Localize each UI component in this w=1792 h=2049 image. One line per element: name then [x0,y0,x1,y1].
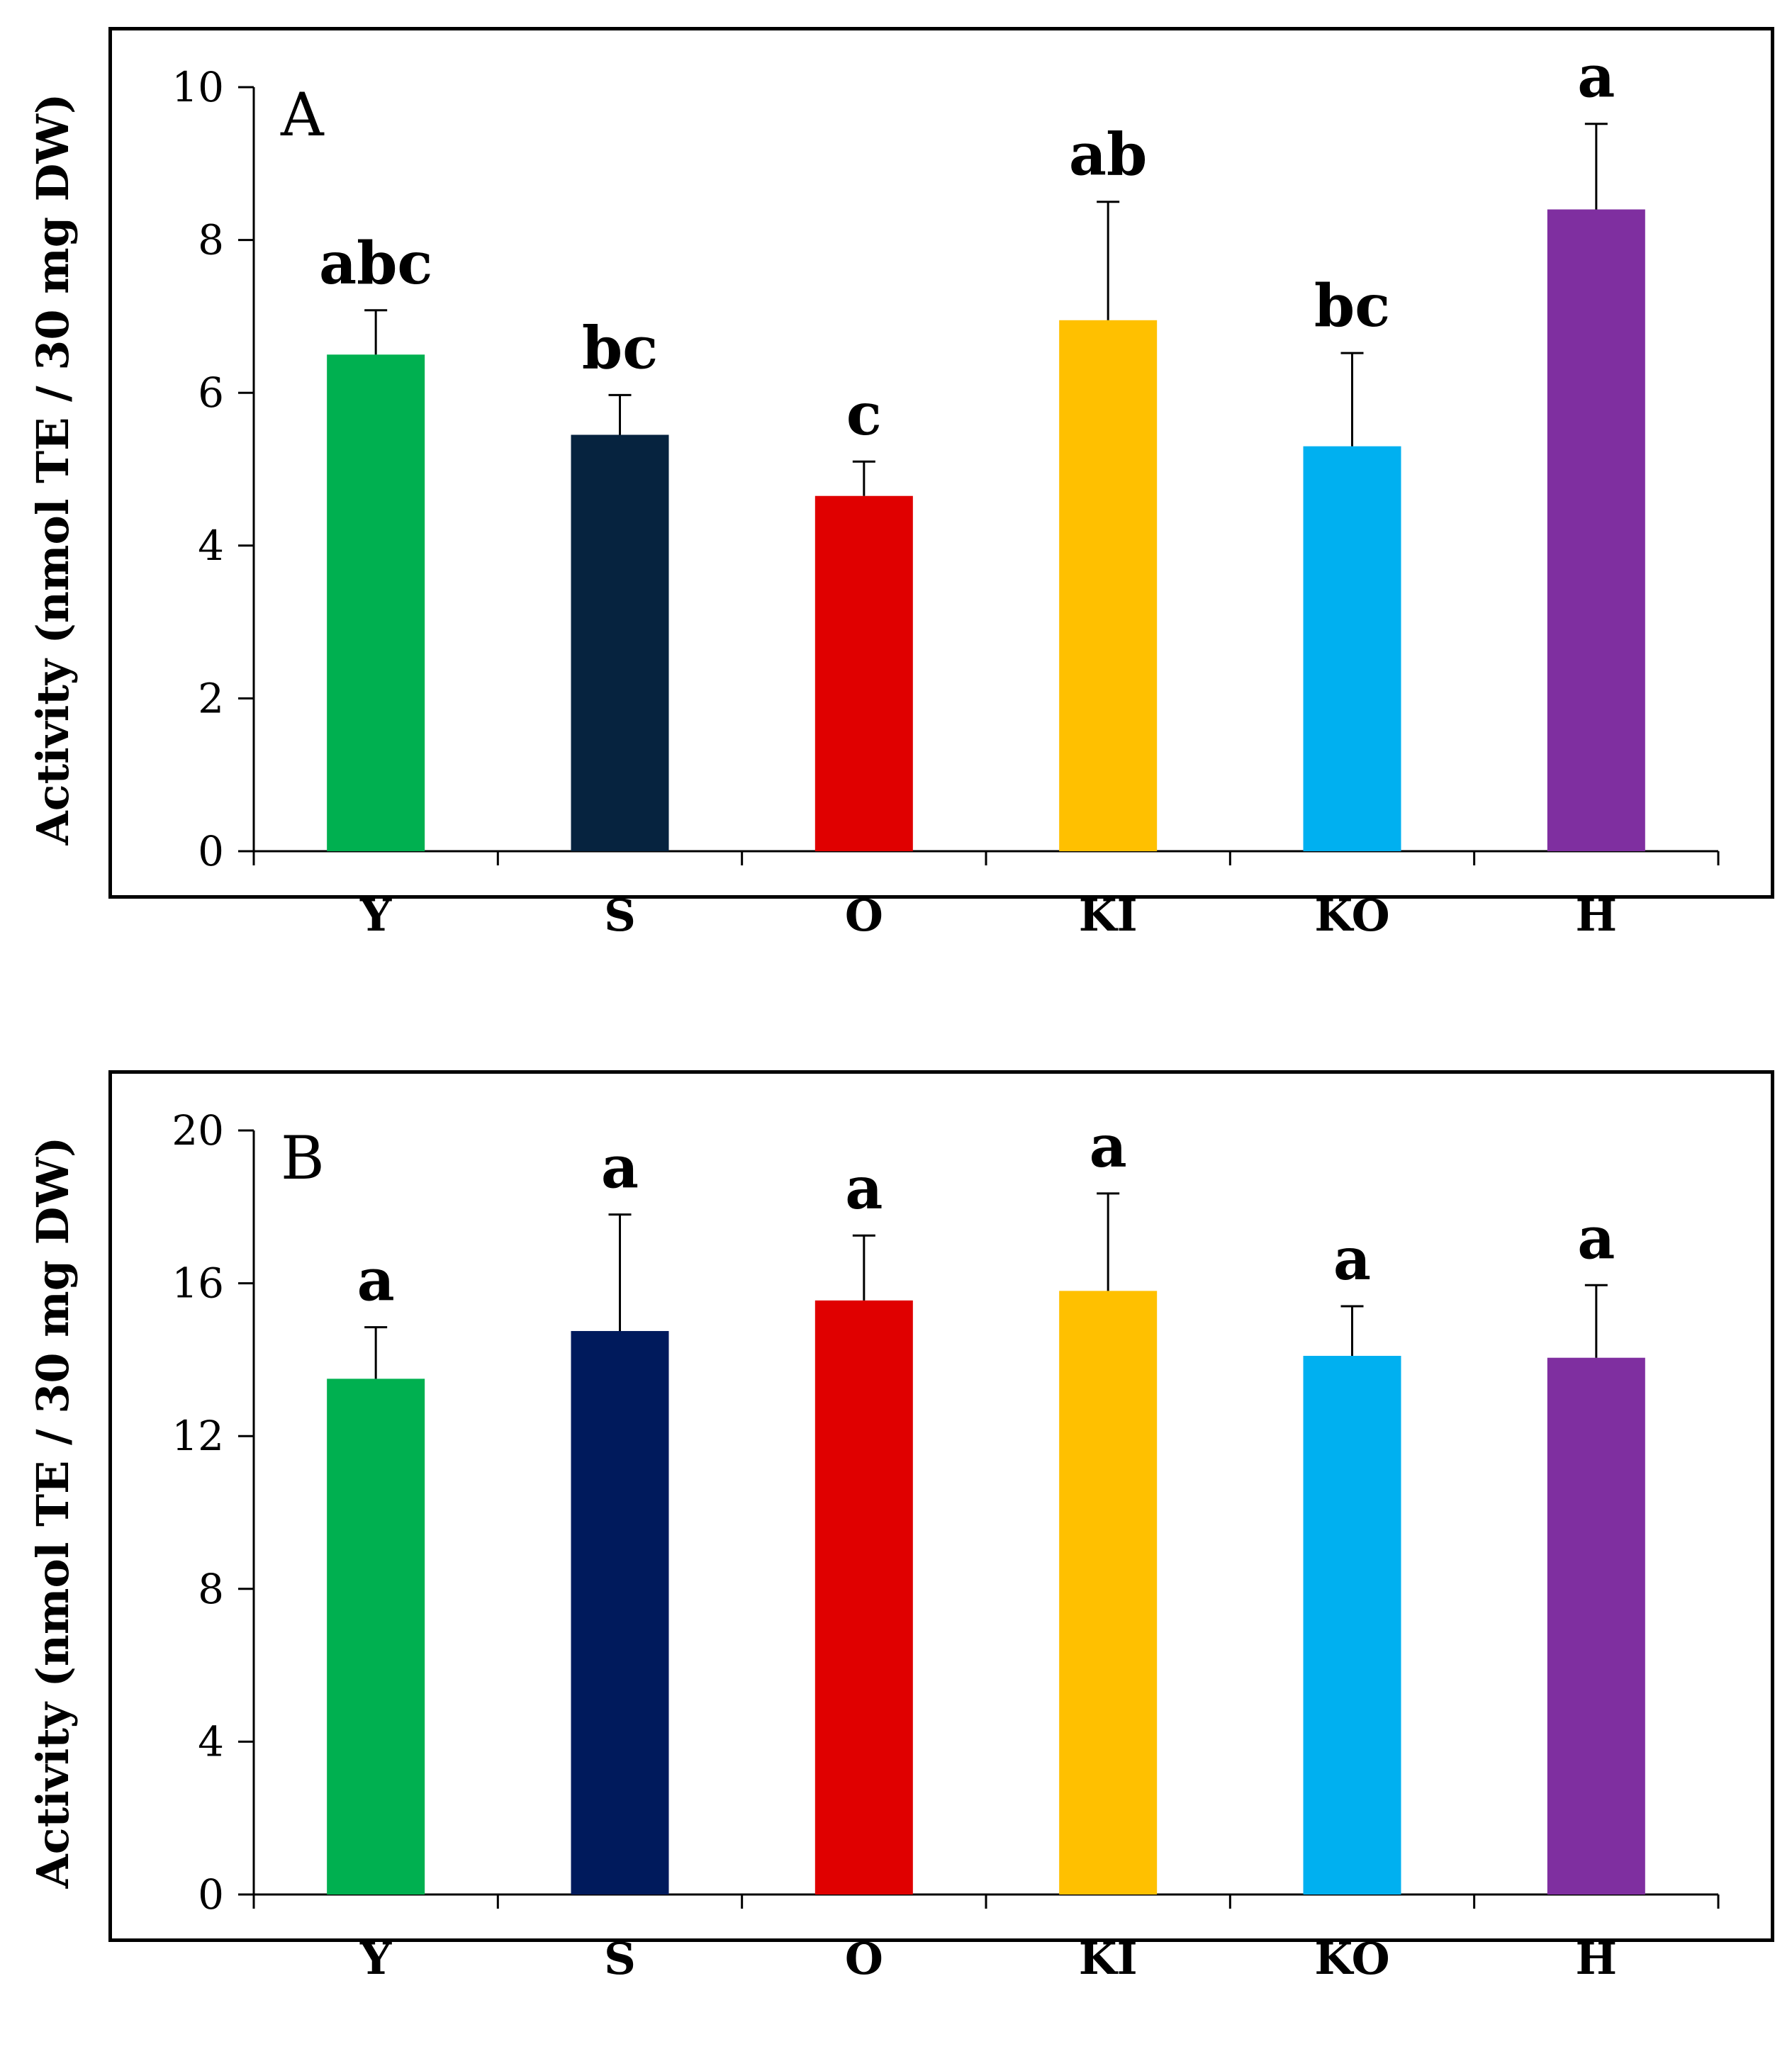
bar-ko [1303,1356,1401,1894]
bar-h [1547,209,1645,851]
bar-ki [1059,320,1158,851]
bar-y [327,354,425,851]
bar-chart-b: Activity (nmol TE / 30 mg DW) B 0 4 8 12 16 20 a… [27,1106,1720,1985]
x-tick-label-y: Y [359,889,392,941]
chart-panel-b: Activity (nmol TE / 30 mg DW) B 0 4 8 12 16 20 a… [27,1070,1774,1985]
y-tick-label: 16 [172,1259,224,1308]
significance-label-h: a [1577,1204,1615,1272]
y-tick-label: 10 [172,63,224,111]
x-tick-label-s: S [604,889,636,941]
x-tick-label-y: Y [359,1933,392,1985]
y-tick-label: 12 [172,1412,224,1460]
panel-letter: B [281,1123,325,1193]
y-tick-label: 0 [198,1870,224,1919]
significance-label-o: c [846,381,882,449]
x-tick-label-h: H [1576,1933,1618,1985]
y-tick-label: 8 [198,1565,224,1613]
significance-label-h: a [1577,43,1615,111]
x-tick-label-ko: KO [1314,889,1389,941]
x-tick-label-s: S [604,1933,636,1985]
bar-ki [1059,1291,1158,1894]
y-tick-label: 0 [198,827,224,875]
y-tick-label: 2 [198,674,224,722]
bar-s [571,1330,669,1894]
bar-s [571,434,669,851]
panel-letter: A [280,80,325,150]
significance-label-y: abc [319,230,432,298]
significance-label-ko: a [1333,1225,1371,1293]
bar-o [814,495,913,851]
y-axis-title: Activity (nmol TE / 30 mg DW) [27,1137,79,1890]
y-tick-label: 4 [198,522,224,570]
y-tick-label: 20 [172,1106,224,1155]
chart-panel-a: Activity (nmol TE / 30 mg DW) A 0 2 4 6 8 10 abc… [27,27,1774,941]
y-tick-label: 6 [198,369,224,417]
bar-h [1547,1357,1645,1894]
y-tick-label: 4 [198,1717,224,1765]
y-tick-label: 8 [198,216,224,264]
x-tick-label-ko: KO [1314,1933,1389,1985]
significance-label-s: a [601,1134,639,1202]
x-tick-label-ki: KI [1079,1933,1138,1985]
significance-label-s: bc [582,314,658,382]
significance-label-ki: ab [1069,121,1147,189]
x-tick-label-o: O [845,889,883,941]
y-axis-title: Activity (nmol TE / 30 mg DW) [27,94,79,846]
significance-label-ko: bc [1314,272,1390,340]
significance-label-ki: a [1090,1113,1127,1181]
x-tick-label-h: H [1576,889,1618,941]
bar-chart-a: Activity (nmol TE / 30 mg DW) A0246810abc… [27,43,1720,941]
significance-label-y: a [357,1247,395,1315]
x-tick-label-o: O [845,1933,883,1985]
bar-ko [1303,446,1401,851]
x-tick-label-ki: KI [1079,889,1138,941]
bar-y [327,1379,425,1894]
significance-label-o: a [845,1155,883,1223]
bar-o [814,1300,913,1894]
